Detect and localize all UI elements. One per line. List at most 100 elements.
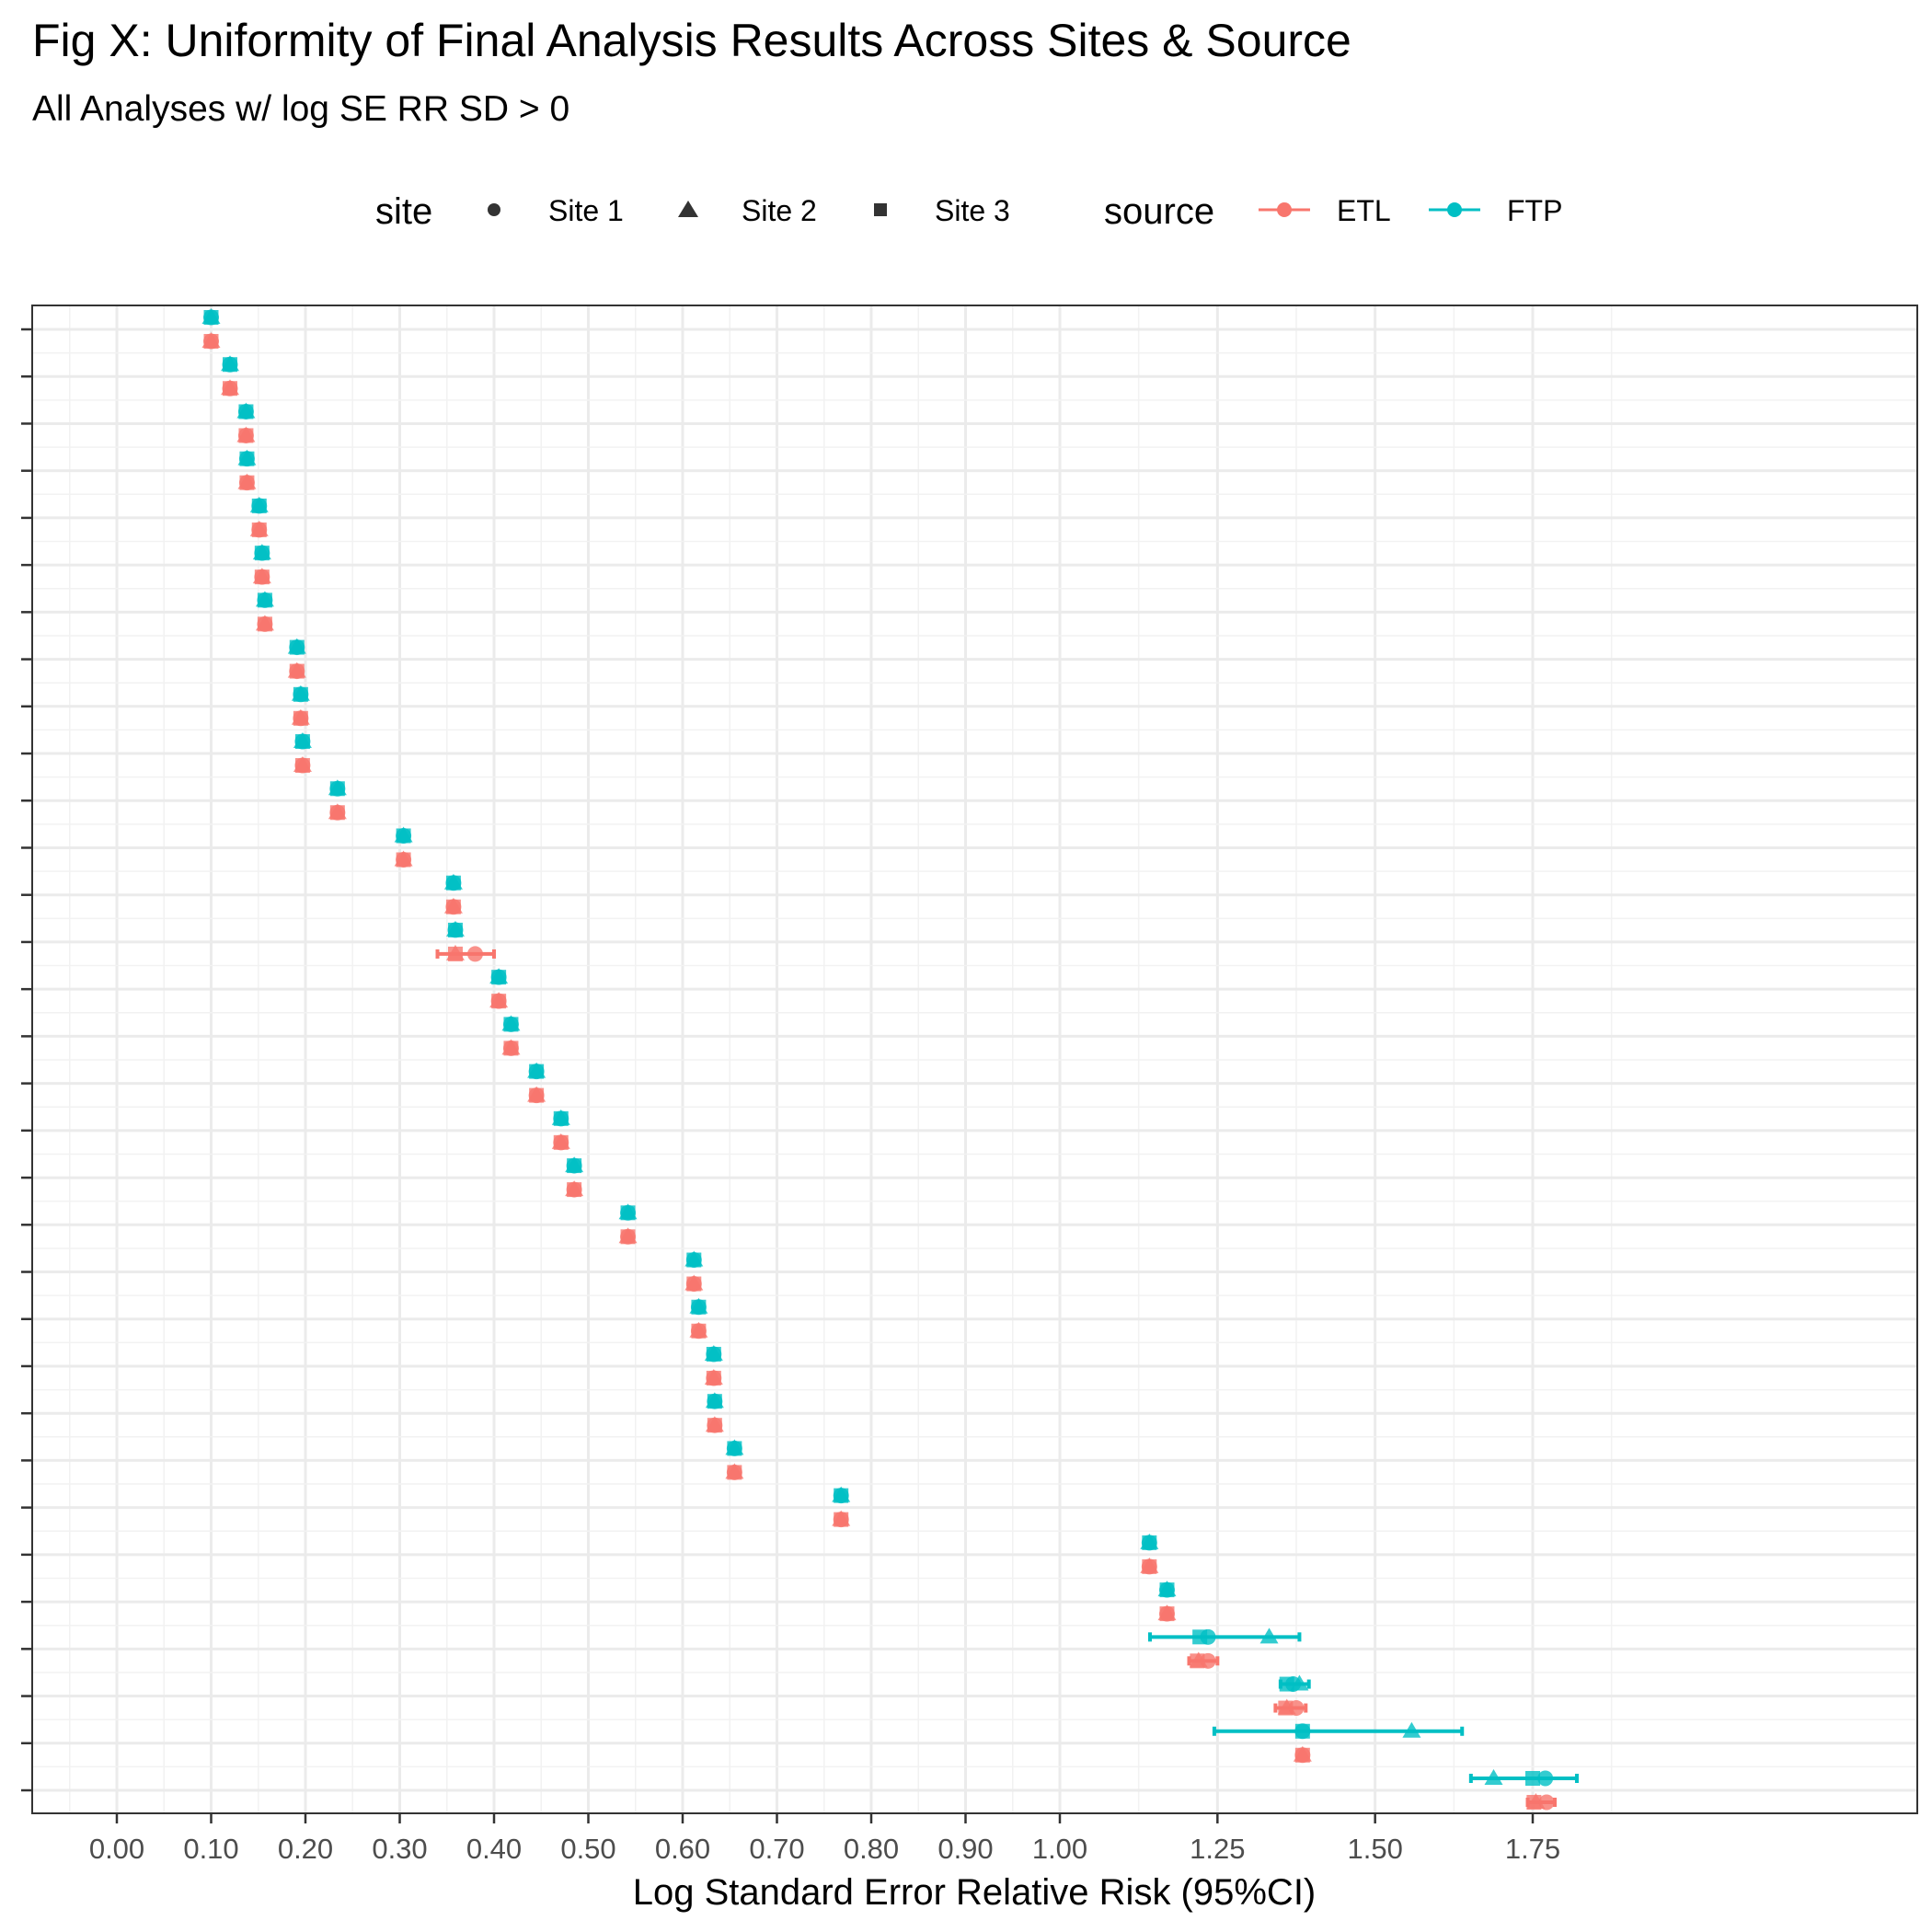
x-tick-label: 0.20 <box>278 1833 333 1865</box>
ftp-site-2-point <box>705 1392 724 1409</box>
etl-site-2-point <box>291 708 310 725</box>
ftp-site-2-point <box>237 449 257 466</box>
ftp-site-2-point <box>236 402 256 419</box>
ftp-site-2-point <box>394 826 413 843</box>
x-tick-label: 0.40 <box>466 1833 522 1865</box>
x-tick-label: 0.00 <box>89 1833 144 1865</box>
etl-site-2-point <box>252 568 271 584</box>
ftp-site-2-point <box>201 308 221 324</box>
ftp-site-2-point <box>501 1015 521 1031</box>
etl-site-2-point <box>551 1133 570 1149</box>
ftp-site-2-point <box>287 638 306 654</box>
legend-site-1-circle-icon <box>488 203 500 216</box>
etl-site-2-point <box>618 1227 638 1244</box>
etl-site-2-point <box>236 426 256 443</box>
ftp-site-2-point <box>684 1250 704 1267</box>
etl-site-2-point <box>201 332 221 348</box>
etl-site-2-point <box>489 992 509 1008</box>
etl-site-2-point <box>328 803 347 820</box>
axes: 0.00 0.10 0.20 0.30 0.40 0.50 0.60 0.70 0.80 0.90… <box>21 328 1560 1865</box>
legend-ftp-label: FTP <box>1507 194 1562 227</box>
legend-source-title: source <box>1104 191 1214 232</box>
x-tick-label: 0.50 <box>560 1833 615 1865</box>
ftp-site-2-point <box>832 1486 851 1502</box>
ftp-site-3-point <box>1525 1771 1540 1786</box>
etl-site-2-point <box>725 1463 744 1479</box>
legend-site-3-label: Site 3 <box>935 194 1010 227</box>
etl-site-2-point <box>689 1321 708 1338</box>
etl-site-2-point <box>1140 1557 1159 1573</box>
ftp-site-2-point <box>1259 1627 1279 1644</box>
legend: site Site 1 Site 2 Site 3 source ETL FTP <box>375 191 1562 232</box>
ftp-site-2-point <box>291 684 310 701</box>
ftp-site-2-point <box>689 1297 708 1314</box>
legend-site-2-triangle-icon <box>678 201 698 217</box>
legend-site-2-label: Site 2 <box>742 194 817 227</box>
ftp-site-2-point <box>618 1203 638 1220</box>
ftp-site-2-point <box>221 355 239 372</box>
etl-site-2-point <box>565 1180 584 1197</box>
ftp-site-2-point <box>255 591 274 607</box>
etl-site-2-point <box>445 944 465 960</box>
etl-site-2-point <box>1277 1698 1296 1715</box>
ftp-site-2-point <box>443 873 463 890</box>
ftp-site-1-point <box>1294 1723 1311 1740</box>
ftp-site-2-point <box>725 1439 744 1455</box>
x-tick-label: 0.90 <box>937 1833 993 1865</box>
etl-site-1-point <box>467 946 483 962</box>
x-tick-label: 1.25 <box>1190 1833 1245 1865</box>
etl-site-2-point <box>527 1086 546 1102</box>
etl-site-2-point <box>1526 1793 1546 1809</box>
etl-site-2-point <box>287 661 306 678</box>
etl-site-2-point <box>394 850 413 867</box>
ftp-site-2-point <box>293 732 312 749</box>
grid <box>32 305 1917 1813</box>
chart-title: Fig X: Uniformity of Final Analysis Resu… <box>32 15 1351 66</box>
ftp-site-2-point <box>551 1109 570 1125</box>
etl-site-2-point <box>237 473 257 489</box>
ftp-site-2-point <box>328 779 347 796</box>
x-axis-title: Log Standard Error Relative Risk (95%CI) <box>633 1872 1317 1913</box>
etl-site-2-point <box>1157 1604 1177 1621</box>
series-etl <box>201 332 1557 1811</box>
legend-ftp-circle-icon <box>1447 202 1462 217</box>
ftp-site-2-point <box>1140 1533 1159 1549</box>
ftp-site-2-point <box>252 544 271 560</box>
etl-site-2-point <box>221 379 239 396</box>
x-tick-label: 1.75 <box>1505 1833 1560 1865</box>
etl-site-2-point <box>293 756 312 773</box>
ftp-site-2-point <box>1290 1674 1309 1691</box>
data-marks <box>201 308 1579 1811</box>
etl-site-2-point <box>704 1368 723 1385</box>
legend-etl-circle-icon <box>1277 202 1292 217</box>
ftp-site-1-point <box>1537 1770 1554 1787</box>
x-tick-label: 0.30 <box>372 1833 427 1865</box>
etl-site-2-point <box>249 520 269 536</box>
etl-site-2-point <box>1189 1651 1208 1668</box>
etl-site-2-point <box>684 1274 704 1291</box>
chart-subtitle: All Analyses w/ log SE RR SD > 0 <box>32 89 569 129</box>
series-ftp <box>201 308 1579 1787</box>
x-tick-label: 0.80 <box>844 1833 899 1865</box>
legend-site-title: site <box>375 191 432 232</box>
ftp-site-2-point <box>445 920 465 937</box>
legend-site-3-square-icon <box>874 203 887 216</box>
x-tick-label: 0.10 <box>183 1833 238 1865</box>
x-tick-label: 1.00 <box>1032 1833 1087 1865</box>
x-tick-label: 1.50 <box>1347 1833 1402 1865</box>
ftp-site-2-point <box>249 496 269 512</box>
ftp-site-2-point <box>704 1344 723 1361</box>
ftp-site-2-point <box>565 1156 584 1173</box>
ftp-site-2-point <box>1157 1581 1177 1597</box>
legend-etl-label: ETL <box>1337 194 1391 227</box>
etl-site-2-point <box>705 1416 724 1432</box>
ftp-site-2-point <box>527 1062 546 1078</box>
plot-border <box>31 305 1918 1814</box>
etl-site-2-point <box>1293 1745 1312 1762</box>
legend-site-1-label: Site 1 <box>548 194 624 227</box>
etl-site-2-point <box>501 1039 521 1055</box>
x-tick-label: 0.70 <box>749 1833 804 1865</box>
ftp-site-2-point <box>489 968 509 984</box>
etl-site-2-point <box>255 615 274 631</box>
x-tick-label: 0.60 <box>655 1833 710 1865</box>
